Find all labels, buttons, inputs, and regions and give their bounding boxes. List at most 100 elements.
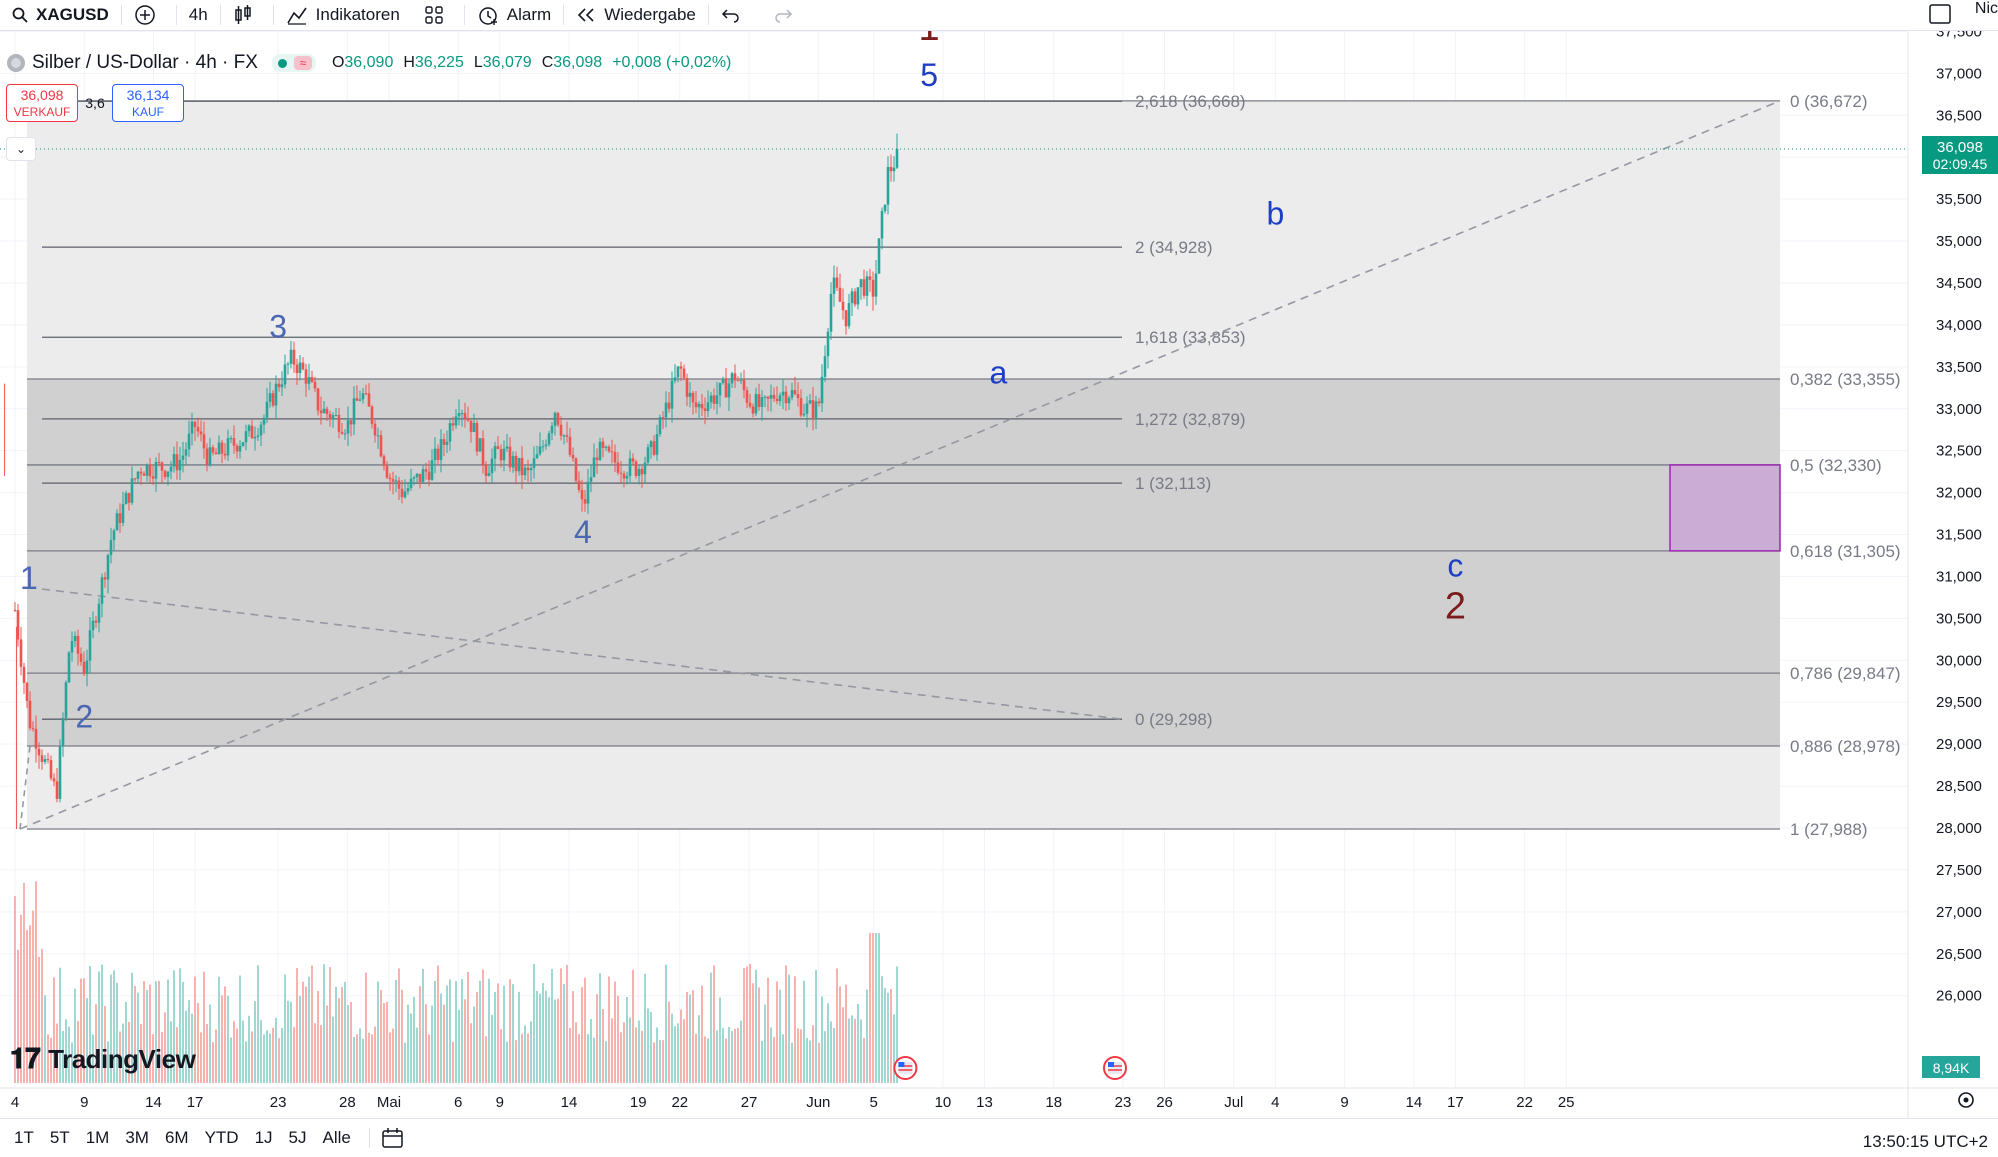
compare-button[interactable] <box>122 0 176 30</box>
tradingview-watermark[interactable]: 𝟏𝟕 TradingView <box>10 1043 196 1076</box>
volume-bar <box>821 996 823 1083</box>
candle-body <box>814 401 818 418</box>
candle-body <box>403 491 407 498</box>
fib-retracement-trendline <box>19 100 1781 830</box>
replay-label: Wiedergabe <box>604 5 696 24</box>
fullscreen-area[interactable] <box>1918 0 1998 35</box>
volume-bar <box>722 1028 724 1083</box>
volume-bar <box>491 1014 493 1083</box>
volume-bar <box>398 968 400 1083</box>
volume-bar <box>638 1020 640 1083</box>
range-button-6m[interactable]: 6M <box>164 1128 189 1147</box>
buy-button[interactable]: 36,134 KAUF <box>112 84 184 122</box>
candle-body <box>178 459 182 471</box>
candle-body <box>697 404 701 408</box>
wave-label-2-red: 2 <box>1445 585 1466 627</box>
candle-body <box>226 438 230 456</box>
range-button-ytd[interactable]: YTD <box>204 1128 239 1147</box>
range-button-alle[interactable]: Alle <box>322 1128 351 1147</box>
volume-bar <box>167 979 169 1083</box>
candle-body <box>364 393 368 395</box>
volume-bar <box>590 1018 592 1083</box>
volume-bar <box>794 976 796 1083</box>
volume-bar <box>350 1002 352 1083</box>
sell-button[interactable]: 36,098 VERKAUF <box>6 84 78 122</box>
volume-bar <box>311 965 313 1083</box>
volume-bar <box>539 993 541 1083</box>
candle-body <box>37 748 41 756</box>
symbol-search[interactable]: XAGUSD <box>0 0 121 30</box>
volume-bar <box>188 999 190 1083</box>
volume-bar <box>155 981 157 1083</box>
volume-bar <box>830 1021 832 1083</box>
candle-body <box>691 392 695 403</box>
range-button-1t[interactable]: 1T <box>14 1128 34 1147</box>
candle-body <box>523 467 527 476</box>
chart-type-button[interactable] <box>221 0 273 30</box>
volume-bar <box>743 968 745 1083</box>
volume-bar <box>290 1001 292 1083</box>
replay-button[interactable]: Wiedergabe <box>564 0 708 30</box>
volume-bar <box>41 949 43 1083</box>
volume-bar <box>716 1030 718 1083</box>
volume-bar <box>584 977 586 1083</box>
volume-bar <box>284 974 286 1083</box>
range-button-3m[interactable]: 3M <box>125 1128 149 1147</box>
range-button-1j[interactable]: 1J <box>254 1128 273 1147</box>
candle-body <box>517 457 521 472</box>
candle-body <box>94 620 98 623</box>
candle-body <box>13 610 17 612</box>
volume-bar <box>176 1027 178 1083</box>
candle-body <box>274 383 278 406</box>
volume-badge <box>1922 1056 1980 1078</box>
layouts-button[interactable] <box>412 0 464 30</box>
candle-body <box>442 439 446 445</box>
fib-zone-upper <box>27 100 1780 379</box>
candle-body <box>268 393 272 402</box>
candle-body <box>613 452 617 463</box>
price-tick-label: 29,500 <box>1936 694 1982 711</box>
fib-extension-trendline-start <box>19 745 31 830</box>
candle-body <box>337 414 341 432</box>
range-button-5j[interactable]: 5J <box>288 1128 307 1147</box>
volume-bar <box>578 1034 580 1083</box>
candle-body <box>349 420 353 425</box>
range-button-1m[interactable]: 1M <box>85 1128 110 1147</box>
candle-body <box>664 402 668 418</box>
volume-bar <box>230 1037 232 1083</box>
wave-label-4-blue: 4 <box>574 514 592 550</box>
volume-bar <box>587 1034 589 1083</box>
candle-body <box>100 577 104 604</box>
collapse-legend-button[interactable]: ⌄ <box>6 137 36 161</box>
market-status-badge[interactable]: ≈ <box>271 54 316 72</box>
candle-body <box>82 661 86 675</box>
candle-body <box>526 467 530 471</box>
interval-button[interactable]: 4h <box>177 0 220 30</box>
candle-body <box>172 454 176 467</box>
volume-bar <box>413 996 415 1083</box>
volume-bar <box>707 1038 709 1083</box>
undo-button[interactable] <box>709 0 761 30</box>
candle-body <box>454 416 458 426</box>
redo-button[interactable] <box>761 0 813 30</box>
price-tick-label: 27,500 <box>1936 862 1982 879</box>
candle-body <box>379 435 383 457</box>
candle-body <box>700 404 704 409</box>
utc-clock[interactable]: 13:50:15 UTC+2 <box>1862 1132 1988 1151</box>
indicators-button[interactable]: Indikatoren <box>274 0 412 30</box>
calendar-icon[interactable] <box>380 1126 406 1150</box>
wave-label-2-blue: 2 <box>75 698 93 734</box>
us-flag-canton <box>1108 1062 1114 1067</box>
candle-body <box>661 417 665 419</box>
volume-bar <box>890 989 892 1083</box>
chart-canvas[interactable]: 0 (36,672) 0,382 (33,355) 0,5 (32,330) 0,61… <box>0 0 1998 1118</box>
candle-body <box>46 759 50 761</box>
volume-bar <box>632 969 634 1083</box>
candle-body <box>436 448 440 461</box>
volume-bar <box>446 985 448 1083</box>
volume-bar <box>392 1028 394 1083</box>
volume-bar <box>575 1022 577 1083</box>
alert-button[interactable]: Alarm <box>465 0 563 30</box>
candle-body <box>115 513 119 531</box>
range-button-5t[interactable]: 5T <box>49 1128 70 1147</box>
